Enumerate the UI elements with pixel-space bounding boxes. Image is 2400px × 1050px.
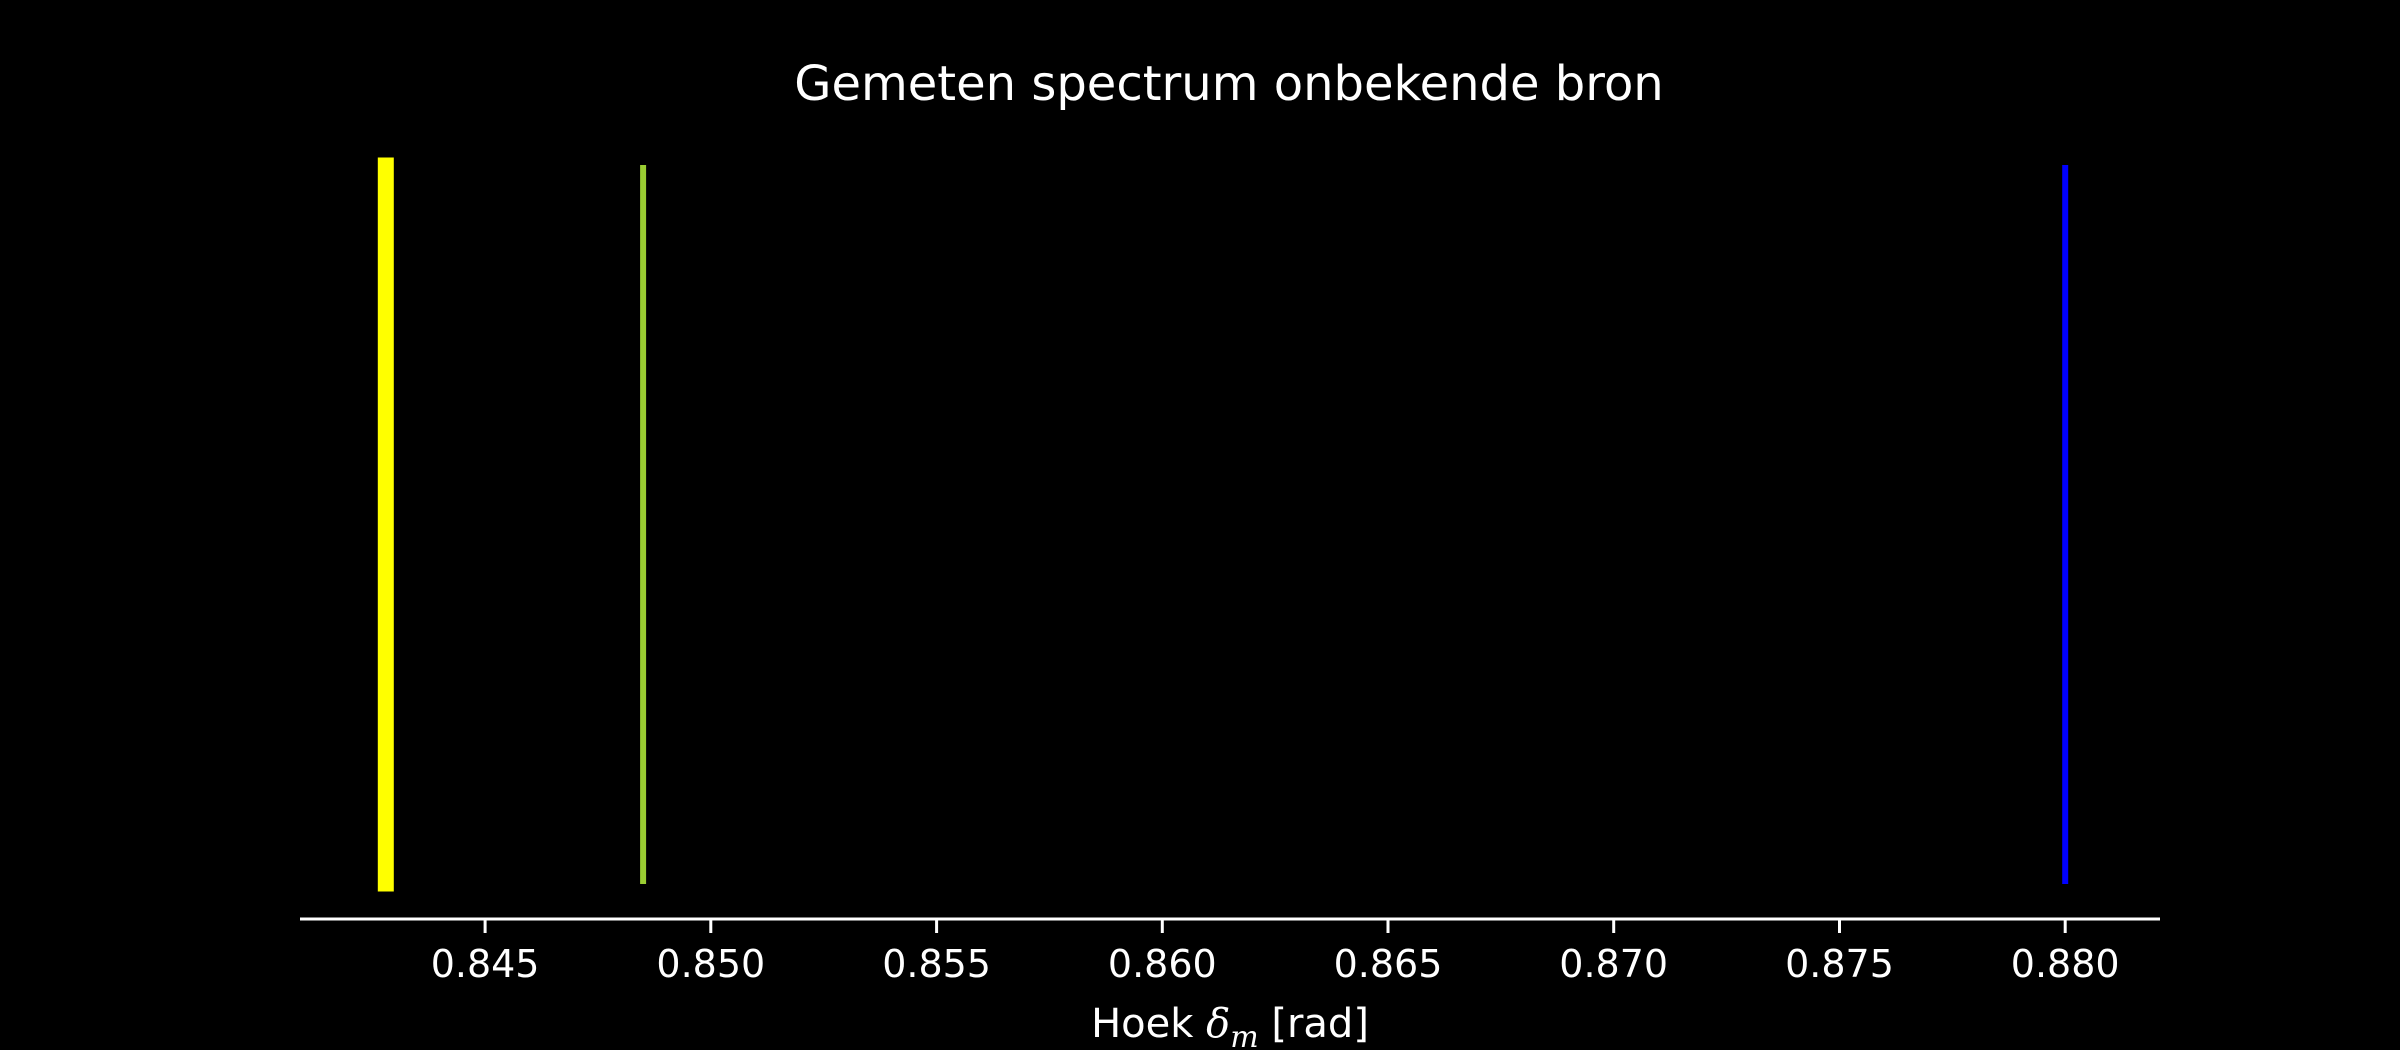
x-tick-label: 0.855 [882,942,991,986]
x-tick-label: 0.860 [1108,942,1217,986]
x-axis-label-suffix: [rad] [1259,1001,1369,1047]
spectral-line-1 [377,157,394,892]
spectral-lines [377,157,2069,892]
x-tick-label: 0.865 [1334,942,1443,986]
x-tick-label: 0.850 [656,942,765,986]
x-tick-label: 0.880 [2011,942,2120,986]
spectral-line-3 [2062,165,2069,884]
x-axis-label: Hoek δm [rad] [1091,1001,1369,1050]
chart-title: Gemeten spectrum onbekende bron [794,56,1663,112]
x-axis-label-symbol: δ [1206,1001,1230,1047]
x-axis-label-prefix: Hoek [1091,1001,1206,1047]
spectral-line-2 [640,165,647,884]
x-ticks: 0.845 0.850 0.855 0.860 0.865 0.870 0.875 0.880 [431,919,2120,986]
x-axis-label-subscript: m [1230,1020,1258,1050]
x-tick-label: 0.870 [1559,942,1668,986]
x-tick-label: 0.845 [431,942,540,986]
x-tick-label: 0.875 [1785,942,1894,986]
